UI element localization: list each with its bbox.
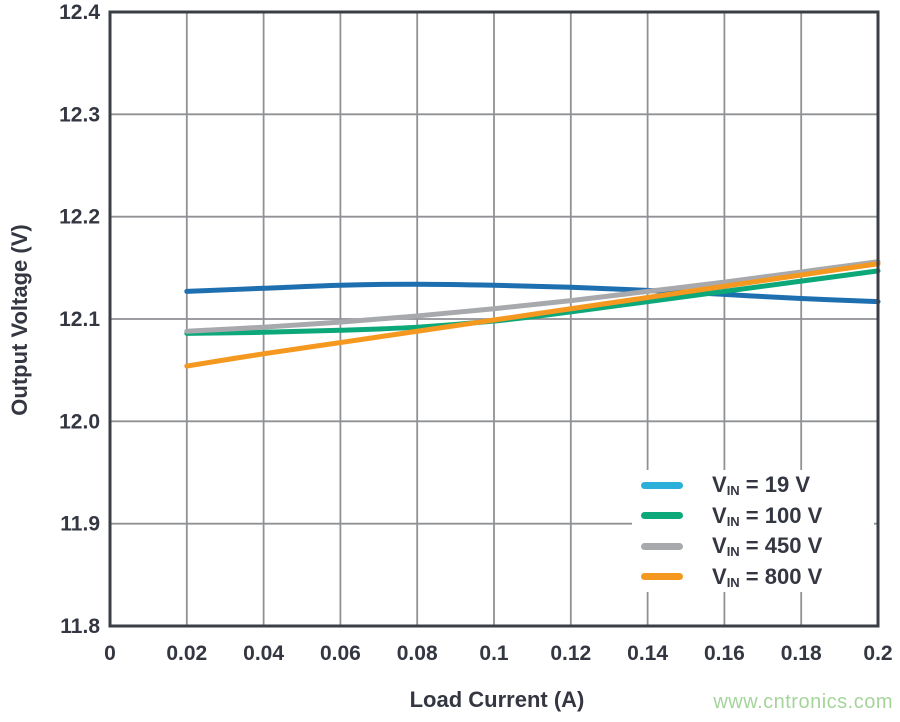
legend-label-value: = 100 V [739,502,823,528]
y-tick-label: 12.0 [59,410,100,433]
x-tick-label: 0.14 [627,642,668,665]
x-tick-label: 0.1 [479,642,509,665]
legend-label: VIN = 19 V [712,472,811,499]
y-tick-label: 12.1 [59,308,100,331]
x-tick-label: 0.06 [320,642,361,665]
legend-label-symbol: V [712,533,727,559]
x-tick-label: 0.16 [704,642,745,665]
legend-swatch [641,542,683,550]
plot-border [108,10,880,628]
legend-label-subscript: IN [726,483,740,499]
legend-label-value: = 450 V [739,533,823,559]
y-tick-label: 12.3 [59,103,100,126]
watermark: www.cntronics.com [713,691,893,713]
legend: VIN = 19 V VIN = 100 V VIN = 450 V VIN = 80… [632,470,874,592]
x-tick-label: 0.2 [863,642,892,665]
legend-label-value: = 19 V [739,472,811,498]
legend-item: VIN = 800 V [632,562,874,593]
legend-label-subscript: IN [726,574,740,590]
x-tick-label: 0.08 [397,642,438,665]
x-tick-label: 0.04 [243,642,284,665]
y-tick-label: 12.2 [59,206,100,229]
x-tick-label: 0.02 [166,642,207,665]
legend-item: VIN = 19 V [632,470,874,501]
legend-label-value: = 800 V [739,563,823,589]
series-line-3 [184,261,881,369]
series-line-2 [184,259,881,334]
x-axis-title: Load Current (A) [409,687,585,712]
legend-swatch [641,512,683,520]
legend-label-symbol: V [712,472,727,498]
series-line-0 [184,281,881,305]
legend-label: VIN = 800 V [712,563,823,590]
x-tick-label: 0 [104,642,116,665]
legend-label-symbol: V [712,563,727,589]
x-tick-label: 0.12 [550,642,591,665]
y-tick-label: 12.4 [59,1,100,24]
x-tick-label: 0.18 [781,642,822,665]
y-tick-label: 11.8 [60,615,100,638]
legend-swatch [641,481,683,489]
legend-item: VIN = 100 V [632,501,874,532]
legend-label-subscript: IN [726,513,740,529]
legend-label-symbol: V [712,502,727,528]
legend-label-subscript: IN [726,544,740,560]
legend-item: VIN = 450 V [632,531,874,562]
legend-swatch [641,573,683,581]
legend-label: VIN = 100 V [712,502,823,529]
y-tick-label: 11.9 [60,513,100,536]
y-axis-title: Output Voltage (V) [7,224,32,416]
legend-label: VIN = 450 V [712,533,823,560]
